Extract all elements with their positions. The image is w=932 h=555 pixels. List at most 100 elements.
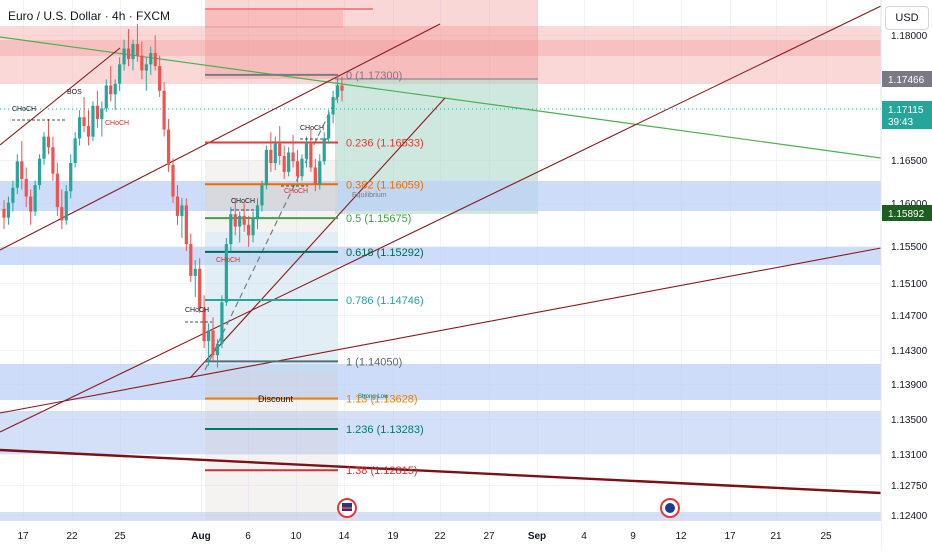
time-axis-tick: 12	[675, 531, 687, 542]
candle-down	[2, 208, 6, 218]
candle-down	[126, 48, 131, 60]
candle-up	[304, 143, 309, 159]
candle-up	[15, 161, 19, 188]
time-axis-tick: 25	[820, 531, 832, 542]
demand-zone-upper	[0, 181, 881, 211]
candle-down	[46, 136, 51, 148]
candle-up	[260, 185, 264, 206]
fib-level-label: 1.236 (1.13283)	[346, 424, 424, 436]
candle-up	[215, 343, 220, 356]
candle-down	[291, 152, 295, 162]
candle-up	[287, 152, 291, 172]
candle-down	[184, 205, 188, 245]
currency-button[interactable]: USD	[885, 6, 929, 30]
demand-zone-deep	[0, 411, 881, 454]
candle-down	[295, 161, 300, 177]
price-scale-background[interactable]	[881, 0, 932, 550]
time-scale-background[interactable]	[0, 520, 881, 550]
price-axis-tick: 1.14700	[891, 311, 928, 322]
price-axis-tick: 1.13100	[891, 450, 928, 461]
candle-up	[144, 64, 148, 71]
candle-up	[251, 217, 255, 236]
candle-up	[6, 202, 11, 218]
price-axis-tick: 1.14300	[891, 346, 928, 357]
candle-up	[224, 244, 228, 303]
candle-up	[180, 205, 184, 216]
candle-down	[309, 143, 313, 168]
time-axis[interactable]: 17 22 25 Aug 6 10 14 19 22 27 Sep 4 9 12…	[17, 531, 832, 542]
shallow-rising-trendline	[0, 247, 881, 414]
demand-zone-middle	[0, 247, 881, 265]
candle-down	[24, 178, 28, 197]
price-axis-tick: 1.18000	[891, 31, 928, 42]
structure-labels: BOS CHoCH CHoCH CHoCH CHoCH CHoCH CHoCH …	[12, 89, 389, 404]
candle-up	[42, 136, 46, 159]
time-axis-tick: 10	[290, 531, 302, 542]
candle-down	[135, 44, 140, 56]
fib-level-label: 0.5 (1.15675)	[346, 213, 411, 225]
choch-label: CHoCH	[231, 198, 255, 205]
choch-label: CHoCH	[284, 188, 308, 195]
time-axis-tick: 14	[338, 531, 350, 542]
candle-down	[247, 224, 251, 236]
candle-down	[109, 85, 113, 95]
candle-up	[335, 85, 340, 97]
event-icons	[337, 498, 680, 518]
price-tag-target	[882, 205, 932, 221]
candle-down	[95, 105, 99, 119]
candle-up	[255, 205, 260, 218]
time-axis-tick: Aug	[191, 531, 210, 542]
channel-lower-line	[189, 97, 446, 379]
symbol-title[interactable]: Euro / U.S. Dollar · 4h · FXCM	[8, 9, 171, 23]
early-channel-line	[0, 47, 121, 146]
discount-label: Discount	[258, 394, 294, 404]
fib-level-label: 0.786 (1.14746)	[346, 295, 424, 307]
candle-up	[113, 83, 117, 95]
candle-down	[269, 149, 273, 164]
candle-down	[166, 129, 171, 165]
trendline-green-descending	[0, 36, 881, 159]
candle-up	[73, 138, 77, 164]
fib-level-label: 1.13 (1.13628)	[346, 394, 418, 406]
candle-down	[242, 215, 246, 225]
candle-down	[340, 85, 344, 91]
candle-down	[158, 66, 162, 91]
candle-down	[51, 147, 55, 174]
candle-up	[69, 163, 73, 192]
candles	[2, 23, 344, 368]
candle-up	[78, 117, 82, 139]
candle-countdown: 39:43	[888, 117, 913, 128]
candle-down	[29, 196, 33, 212]
candle-up	[238, 215, 242, 227]
candle-up	[131, 44, 135, 60]
candle-up	[331, 96, 335, 115]
price-axis-tick: 1.15100	[891, 279, 928, 290]
time-axis-tick: 4	[581, 531, 587, 542]
candle-up	[122, 48, 126, 65]
candle-down	[86, 126, 91, 137]
choch-label: CHoCH	[216, 257, 240, 264]
candle-up	[264, 149, 268, 186]
price-tags: 1.17466 1.17115 39:43 1.15892	[882, 71, 932, 221]
price-tag-current	[882, 101, 932, 129]
candle-down	[171, 164, 175, 197]
price-axis-tick: 1.12750	[891, 481, 928, 492]
candle-down	[278, 143, 282, 156]
time-axis-tick: 6	[245, 531, 251, 542]
demand-zone-bottom	[0, 512, 881, 520]
candle-down	[198, 268, 202, 309]
candle-down	[55, 173, 59, 208]
supply-zone-top	[0, 26, 881, 84]
fib-level-label: 0.236 (1.16533)	[346, 138, 424, 150]
time-axis-tick: 19	[387, 531, 399, 542]
price-axis[interactable]: 1.18000 1.16500 1.16000 1.15500 1.15100 …	[891, 31, 928, 522]
time-axis-tick: 17	[17, 531, 29, 542]
price-axis-tick: 1.16000	[891, 199, 928, 210]
candle-up	[37, 158, 42, 186]
demand-zone-lower	[0, 364, 881, 400]
candle-up	[149, 52, 153, 65]
time-axis-tick: 25	[114, 531, 126, 542]
candle-down	[82, 117, 86, 127]
